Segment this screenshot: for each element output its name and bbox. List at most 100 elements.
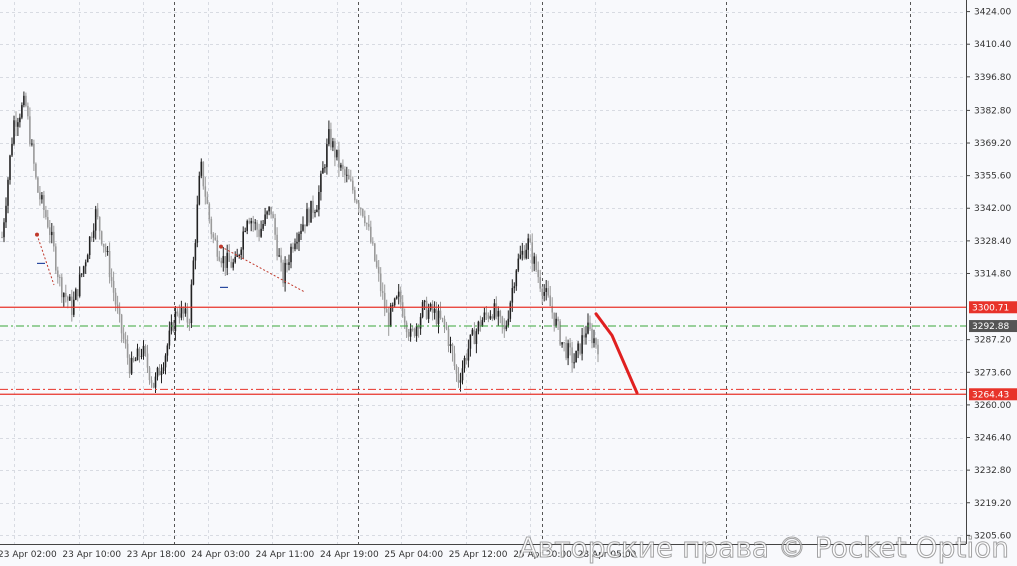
candle-body (78, 274, 81, 297)
x-tick-label: 25 Apr 04:00 (384, 550, 443, 560)
candle-body (11, 143, 13, 156)
candle-body (290, 246, 292, 263)
candle-body (210, 219, 213, 235)
candle-body (370, 226, 372, 243)
candle-body (326, 144, 328, 168)
y-tick-label: 3328.40 (974, 237, 1011, 247)
candle-body (148, 367, 151, 381)
candle-body (328, 129, 330, 145)
candle-body (549, 295, 551, 307)
candle-body (90, 236, 93, 238)
candle-body (459, 380, 462, 383)
candle-body (294, 243, 296, 250)
candle-body (443, 318, 446, 325)
candle-body (262, 224, 264, 229)
candle-body (5, 205, 7, 223)
candle-body (379, 273, 382, 292)
candle-body (595, 338, 597, 345)
candle-body (238, 255, 240, 256)
y-tick-label: 3410.40 (974, 40, 1011, 50)
candle-body (136, 348, 139, 361)
x-tick-label: 24 Apr 03:00 (191, 550, 250, 560)
candle-body (106, 251, 109, 252)
candle-body (471, 329, 474, 335)
candle-body (579, 343, 581, 354)
candle-body (202, 161, 205, 187)
candle-body (236, 255, 238, 257)
candle-body (198, 175, 201, 205)
candle-body (597, 344, 599, 355)
candle-body (320, 173, 322, 192)
candle-body (102, 243, 105, 247)
candle-body (15, 120, 17, 127)
candle-body (322, 168, 324, 174)
candle-body (282, 262, 284, 284)
y-tick-label: 3342.00 (974, 204, 1011, 214)
candle-body (110, 277, 113, 281)
candle-body (577, 343, 579, 351)
x-tick-label: 23 Apr 18:00 (127, 550, 186, 560)
candle-body (152, 383, 155, 388)
candle-body (485, 312, 488, 315)
candle-body (168, 330, 171, 346)
candle-body (140, 356, 143, 357)
candle-body (491, 316, 494, 319)
candle-body (461, 368, 464, 381)
candle-body (495, 303, 498, 317)
candle-body (1, 237, 3, 238)
candle-body (114, 292, 117, 305)
candle-body (573, 362, 575, 364)
candle-body (583, 335, 585, 338)
candle-body (366, 223, 368, 225)
candle-body (447, 328, 450, 346)
candle-body (23, 95, 25, 106)
candle-body (405, 322, 408, 333)
candle-body (208, 203, 211, 219)
candle-body (469, 334, 472, 349)
candle-body (531, 242, 533, 264)
candle-body (166, 345, 169, 356)
candle-body (342, 164, 344, 170)
candle-body (475, 331, 478, 344)
candle-body (61, 277, 63, 298)
candle-body (39, 192, 41, 200)
candle-body (200, 161, 203, 176)
candle-body (413, 328, 416, 337)
candle-body (214, 237, 217, 240)
candle-body (244, 231, 246, 232)
candle-body (565, 342, 567, 359)
candle-body (360, 208, 362, 210)
candle-body (270, 206, 272, 215)
candle-body (112, 280, 115, 293)
candle-body (116, 304, 119, 309)
candle-body (453, 353, 456, 366)
candle-body (144, 345, 147, 354)
candle-body (352, 180, 354, 191)
candle-body (204, 186, 207, 197)
candle-body (389, 305, 392, 327)
candle-body (59, 277, 61, 278)
y-tick-label: 3205.60 (974, 531, 1011, 541)
candle-body (529, 238, 531, 243)
candle-body (304, 224, 306, 227)
candle-body (551, 306, 553, 313)
candle-body (276, 234, 278, 257)
candle-body (356, 200, 358, 203)
candle-body (581, 335, 583, 354)
y-tick-label: 3219.20 (974, 499, 1011, 509)
x-tick-label: 25 Apr 12:00 (449, 550, 508, 560)
current-price-badge-text: 3292.88 (972, 322, 1009, 332)
candle-body (278, 255, 280, 257)
candle-body (256, 222, 258, 230)
candle-body (417, 325, 420, 329)
candle-body (391, 305, 394, 307)
candle-body (563, 342, 565, 344)
candle-body (82, 266, 85, 274)
candle-body (55, 246, 57, 271)
candle-body (178, 313, 181, 318)
candle-body (65, 293, 67, 297)
candle-body (559, 321, 561, 345)
candle-body (575, 350, 577, 363)
candle-body (29, 116, 31, 145)
candle-body (585, 333, 587, 338)
